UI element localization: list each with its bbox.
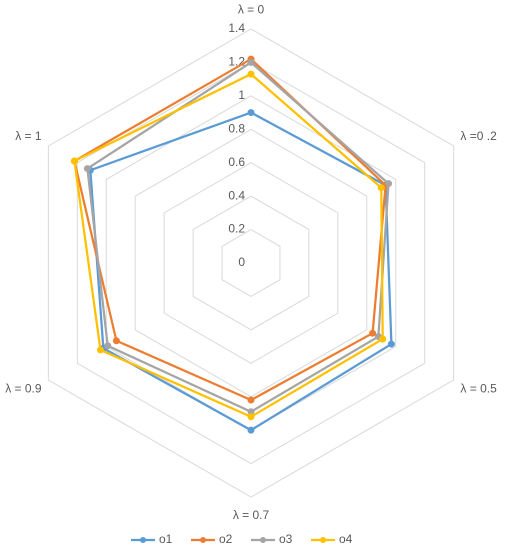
legend-label: o2 (219, 532, 233, 546)
category-label: λ = 0.5 (460, 382, 497, 396)
data-point (70, 157, 78, 165)
data-point (247, 413, 255, 421)
data-point (385, 180, 393, 188)
grid-ring (163, 162, 339, 364)
grid-ring (192, 195, 310, 331)
category-label: λ = 1 (15, 129, 42, 143)
r-tick-label: 0.8 (228, 121, 245, 135)
grid-ring (221, 228, 281, 298)
category-label: λ =0 .2 (460, 129, 497, 143)
data-point (247, 58, 255, 66)
legend-marker (200, 537, 206, 543)
category-label: λ = 0.9 (5, 382, 42, 396)
legend-marker (320, 537, 326, 543)
category-label: λ = 0 (238, 2, 265, 16)
grid-ring (47, 28, 455, 498)
r-tick-label: 0.6 (228, 155, 245, 169)
r-tick-label: 0.2 (228, 222, 245, 236)
data-point (247, 109, 255, 117)
r-tick-label: 0.4 (228, 188, 245, 202)
data-point (247, 70, 255, 78)
legend-label: o1 (159, 532, 173, 546)
data-point (83, 165, 91, 173)
data-point (247, 426, 255, 434)
data-point (387, 340, 395, 348)
category-label: λ = 0.7 (233, 508, 270, 522)
r-tick-label: 1.4 (228, 21, 245, 35)
r-tick-label: 1 (238, 88, 245, 102)
data-point (96, 346, 104, 354)
data-point (379, 335, 387, 343)
data-point (369, 329, 377, 337)
legend-label: o4 (339, 532, 353, 546)
grid-ring (105, 95, 397, 431)
data-point (112, 337, 120, 345)
legend-label: o3 (279, 532, 293, 546)
legend-marker (140, 537, 146, 543)
data-point (377, 184, 385, 192)
r-tick-label: 0 (238, 255, 245, 269)
legend-marker (260, 537, 266, 543)
data-point (104, 342, 112, 350)
data-point (247, 396, 255, 404)
